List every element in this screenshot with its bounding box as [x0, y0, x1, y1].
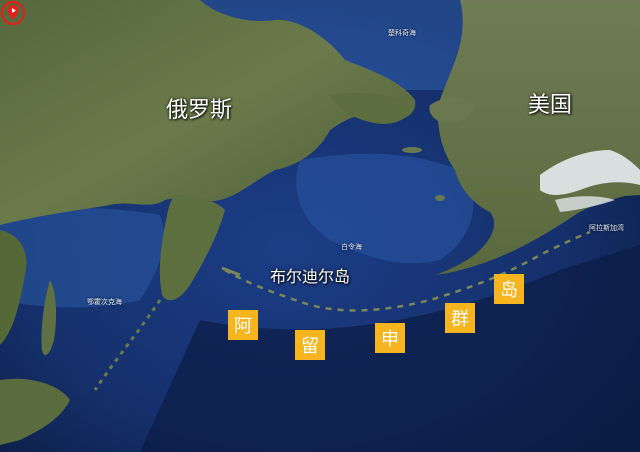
- alaska-range-snow: [540, 150, 640, 195]
- label-bering-sea: 白令海: [341, 243, 362, 251]
- label-island-name: 布尔迪尔岛: [270, 267, 351, 286]
- island-chain-tile-1: 阿: [228, 310, 258, 340]
- okhotsk-area: [0, 208, 164, 308]
- russia-land: [0, 0, 416, 225]
- alaska-range-snow-2: [555, 196, 615, 212]
- island-chain-tile-4: 群: [445, 303, 475, 333]
- label-usa: 美国: [528, 93, 573, 118]
- label-okhotsk-sea: 鄂霍次克海: [87, 298, 122, 306]
- bering-shelf: [296, 153, 474, 264]
- sakhalin: [41, 280, 57, 356]
- label-gulf-of-alaska: 阿拉斯加湾: [589, 224, 624, 232]
- seward-peninsula: [429, 97, 475, 123]
- label-russia: 俄罗斯: [166, 98, 233, 123]
- label-chukchi-sea: 楚科奇海: [388, 29, 416, 37]
- island-chain-tile-3: 申: [375, 323, 405, 353]
- location-pin-icon[interactable]: [0, 0, 26, 26]
- chukotka: [330, 93, 415, 125]
- island-chain-tile-2: 留: [295, 330, 325, 360]
- hokkaido: [0, 378, 70, 445]
- island-chain-tile-5: 岛: [494, 274, 524, 304]
- aleutian-arc: [224, 230, 591, 312]
- nunivak-island: [435, 195, 445, 201]
- mainland-west: [0, 230, 27, 345]
- kuril-islands: [93, 299, 162, 391]
- kamchatka: [159, 195, 225, 301]
- commander-islands: [221, 266, 241, 277]
- st-lawrence-island: [402, 147, 422, 153]
